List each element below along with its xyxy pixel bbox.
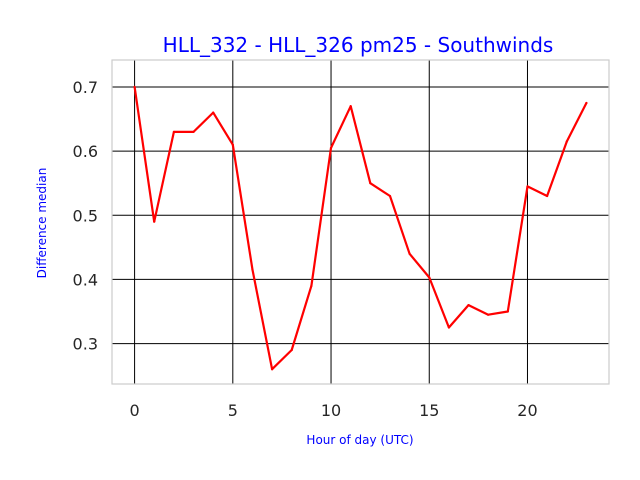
plot-frame (111, 59, 610, 385)
data-point (172, 130, 175, 133)
data-point (329, 146, 333, 149)
data-point (506, 310, 509, 313)
data-point (388, 194, 392, 198)
x-tick-label: 15 (419, 401, 439, 420)
data-point (546, 194, 549, 198)
data-point (192, 130, 195, 133)
data-point (349, 105, 352, 108)
tick-labels: 0 5 10 15 20 0.3 0.4 0.5 0.6 0.7 (73, 78, 538, 420)
y-axis-label: Difference median (35, 168, 49, 279)
data-point (251, 268, 254, 271)
series-layer (133, 85, 588, 371)
data-point (447, 326, 450, 329)
data-point (153, 220, 156, 223)
y-tick-label: 0.6 (73, 142, 98, 161)
x-tick-label: 5 (228, 401, 238, 420)
data-point (428, 276, 431, 279)
x-tick-label: 20 (517, 401, 537, 420)
data-point (585, 101, 588, 105)
chart-title: HLL_332 - HLL_326 pm25 - Southwinds (163, 33, 554, 57)
data-point (271, 368, 274, 371)
x-axis-label: Hour of day (UTC) (306, 433, 413, 447)
data-point (526, 185, 529, 188)
data-point (133, 85, 136, 89)
data-point (310, 284, 313, 287)
y-tick-label: 0.3 (73, 335, 98, 354)
data-point (290, 348, 293, 352)
data-point (467, 303, 470, 307)
y-tick-label: 0.5 (73, 206, 98, 225)
data-point (212, 111, 215, 114)
data-point (369, 182, 372, 185)
data-point (231, 143, 234, 146)
x-tick-label: 0 (129, 401, 139, 420)
series-line (133, 85, 588, 371)
x-tick-label: 10 (321, 401, 341, 420)
gridlines (112, 60, 609, 384)
data-point (408, 252, 411, 255)
y-tick-label: 0.4 (73, 270, 98, 289)
data-point (565, 140, 568, 143)
y-tick-label: 0.7 (73, 78, 98, 97)
data-point (487, 313, 490, 316)
